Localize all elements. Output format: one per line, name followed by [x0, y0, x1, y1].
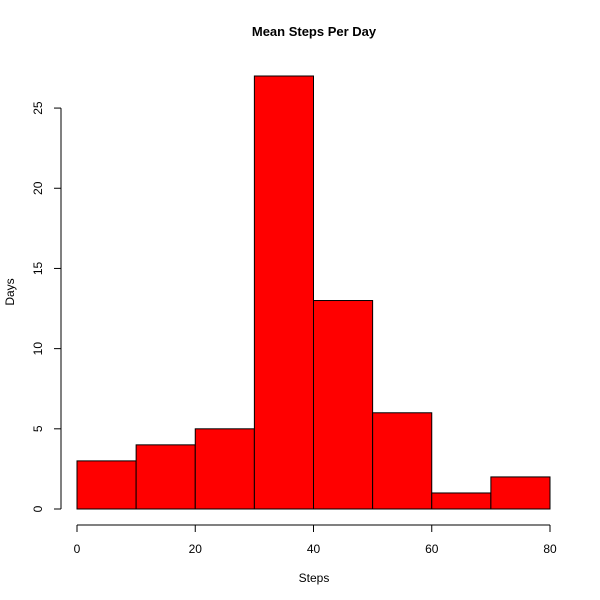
histogram-bar: [313, 300, 374, 510]
histogram-bar: [194, 428, 255, 510]
chart-title: Mean Steps Per Day: [252, 24, 377, 39]
histogram-bar: [135, 444, 196, 510]
y-tick-label: 15: [31, 261, 45, 275]
x-axis: 0 20 40 60 80: [74, 524, 557, 556]
y-axis: 0 5 10 15 20 25: [31, 101, 62, 512]
x-tick-label: 60: [425, 542, 439, 556]
histogram-bar: [76, 460, 137, 510]
x-tick-label: 80: [543, 542, 557, 556]
histogram-bar: [372, 412, 433, 510]
histogram-bar: [253, 75, 314, 510]
y-tick-label: 10: [31, 342, 45, 356]
bars-group: [76, 75, 551, 510]
x-axis-label: Steps: [299, 571, 330, 585]
histogram-bar: [431, 492, 492, 510]
y-tick-label: 20: [31, 181, 45, 195]
x-tick-label: 20: [189, 542, 203, 556]
y-tick-label: 0: [31, 505, 45, 512]
y-tick-label: 25: [31, 101, 45, 115]
y-axis-label: Days: [3, 278, 17, 305]
x-tick-label: 0: [74, 542, 81, 556]
x-tick-label: 40: [307, 542, 321, 556]
histogram-bar: [490, 476, 551, 510]
y-tick-label: 5: [31, 425, 45, 432]
